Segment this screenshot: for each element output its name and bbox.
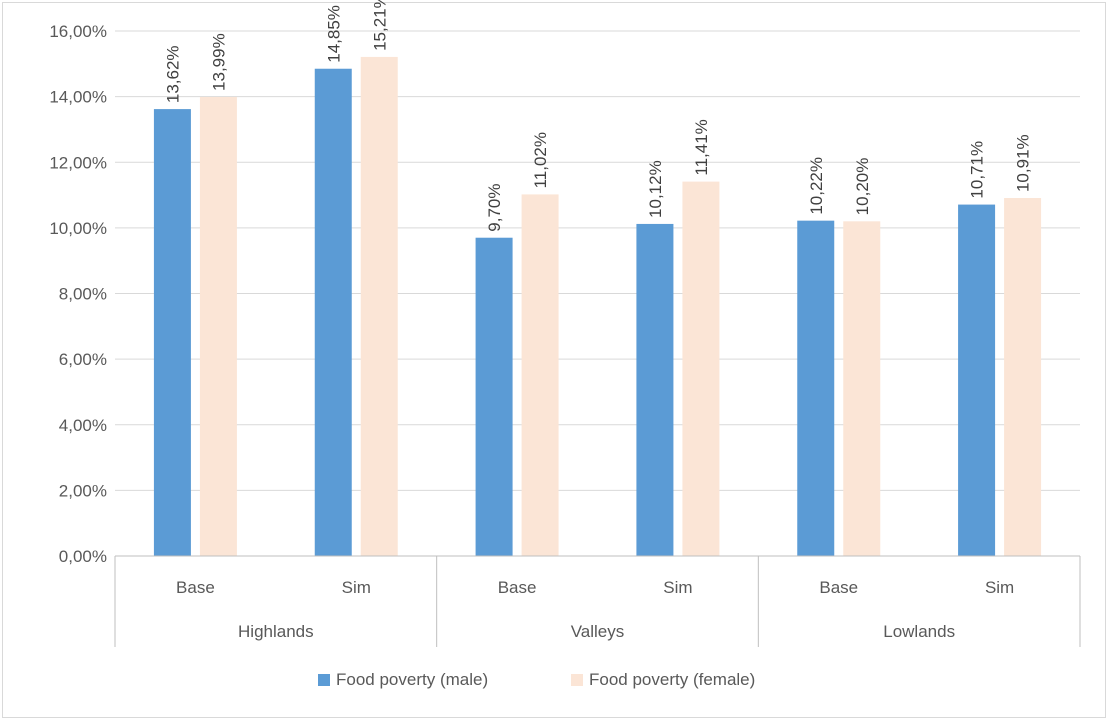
x-group-label: Lowlands: [883, 622, 955, 641]
y-tick-label: 10,00%: [49, 219, 107, 238]
y-tick-label: 4,00%: [59, 416, 107, 435]
bar-female: [1004, 198, 1042, 556]
y-tick-label: 16,00%: [49, 22, 107, 41]
bars: [153, 56, 1042, 556]
y-tick-label: 8,00%: [59, 285, 107, 304]
bar-male: [636, 223, 674, 556]
bar-female: [521, 194, 559, 556]
bar-male: [958, 204, 996, 556]
data-label: 15,21%: [370, 0, 389, 51]
data-label: 10,22%: [807, 157, 826, 215]
x-axis: Base Sim Base Sim Base Sim Highlands Valleys Low…: [114, 555, 1081, 647]
data-label: 9,70%: [485, 184, 504, 232]
x-category-label: Base: [498, 578, 537, 597]
data-label: 10,91%: [1014, 134, 1033, 192]
x-group-label: Valleys: [571, 622, 625, 641]
legend-label: Food poverty (female): [589, 670, 755, 689]
data-label: 13,99%: [209, 33, 228, 91]
y-tick-label: 6,00%: [59, 350, 107, 369]
x-group-label: Highlands: [238, 622, 314, 641]
legend: Food poverty (male) Food poverty (female): [318, 670, 755, 689]
bar-female: [682, 181, 720, 556]
data-label: 14,85%: [324, 5, 343, 63]
data-label: 10,20%: [853, 158, 872, 216]
y-tick-label: 12,00%: [49, 153, 107, 172]
bar-female: [199, 96, 237, 556]
y-tick-label: 2,00%: [59, 481, 107, 500]
data-labels: 13,62% 13,99% 14,85% 15,21% 9,70% 11,02% 10,12…: [163, 0, 1032, 232]
bar-female: [360, 56, 398, 556]
data-label: 13,62%: [163, 45, 182, 103]
legend-label: Food poverty (male): [336, 670, 488, 689]
data-label: 11,41%: [692, 119, 711, 175]
bar-male: [475, 237, 513, 556]
x-category-label: Base: [176, 578, 215, 597]
bar-male: [153, 109, 191, 556]
x-category-label: Sim: [663, 578, 692, 597]
bar-male: [797, 220, 835, 556]
y-tick-label: 14,00%: [49, 88, 107, 107]
data-label: 10,12%: [646, 160, 665, 218]
legend-swatch: [571, 674, 583, 686]
x-category-label: Base: [819, 578, 858, 597]
bar-male: [314, 68, 352, 556]
y-tick-label: 0,00%: [59, 547, 107, 566]
x-category-label: Sim: [342, 578, 371, 597]
bar-female: [843, 221, 881, 556]
x-category-label: Sim: [985, 578, 1014, 597]
y-axis-ticks: 0,00% 2,00% 4,00% 6,00% 8,00% 10,00% 12,00% 14,…: [49, 22, 107, 566]
gridlines: [115, 30, 1080, 491]
data-label: 11,02%: [531, 132, 550, 188]
legend-swatch: [318, 674, 330, 686]
data-label: 10,71%: [968, 141, 987, 199]
